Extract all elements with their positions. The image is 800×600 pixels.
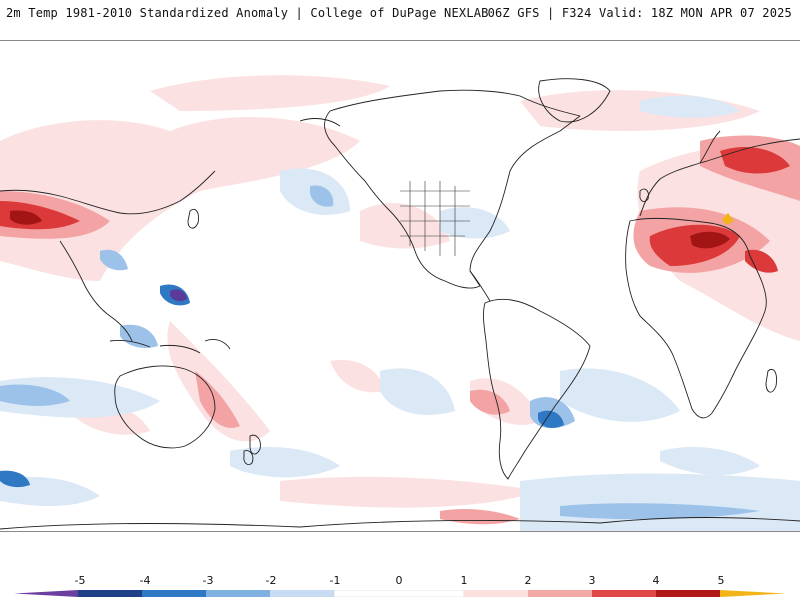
- us-state-borders: [400, 181, 470, 256]
- colorbar-tick-label: 2: [524, 574, 532, 587]
- colorbar-tick-label: 5: [717, 574, 725, 587]
- colorbar-swatch-lightblue: [206, 590, 270, 597]
- colorbar-tick-label: 4: [652, 574, 660, 587]
- colorbar-swatch-purple: [14, 590, 78, 597]
- colorbar: [14, 590, 786, 597]
- map-canvas: [0, 41, 800, 531]
- coastlines: [0, 78, 800, 530]
- warm-anomaly-peak: [722, 213, 734, 225]
- colorbar-swatch-paleblue: [270, 590, 334, 597]
- colorbar-tick-label: -4: [139, 574, 151, 587]
- colorbar-tick-label: 3: [588, 574, 596, 587]
- warm-anomaly-extreme: [10, 210, 730, 249]
- colorbar-swatch-lightred: [528, 590, 592, 597]
- colorbar-tick-label: -5: [74, 574, 86, 587]
- colorbar-tick-label: 0: [395, 574, 403, 587]
- colorbar-tick-label: 1: [460, 574, 468, 587]
- colorbar-swatch-white: [333, 590, 465, 597]
- anomaly-map: [0, 40, 800, 532]
- colorbar-swatch-blue: [142, 590, 206, 597]
- colorbar-swatch-navy: [78, 590, 142, 597]
- colorbar-tick-label: -1: [329, 574, 341, 587]
- colorbar-swatch-red: [592, 590, 656, 597]
- map-title: 2m Temp 1981-2010 Standardized Anomaly |…: [6, 6, 489, 20]
- colorbar-swatch-darkred: [656, 590, 720, 597]
- model-run-label: 06Z GFS | F324 Valid: 18Z MON APR 07 202…: [487, 6, 792, 20]
- colorbar-tick-label: -2: [265, 574, 277, 587]
- cool-anomaly-mid: [0, 185, 760, 520]
- colorbar-swatch-yellow: [720, 590, 786, 597]
- colorbar-tick-label: -3: [202, 574, 214, 587]
- cool-anomaly-extreme: [170, 289, 187, 302]
- colorbar-swatch-palered: [464, 590, 528, 597]
